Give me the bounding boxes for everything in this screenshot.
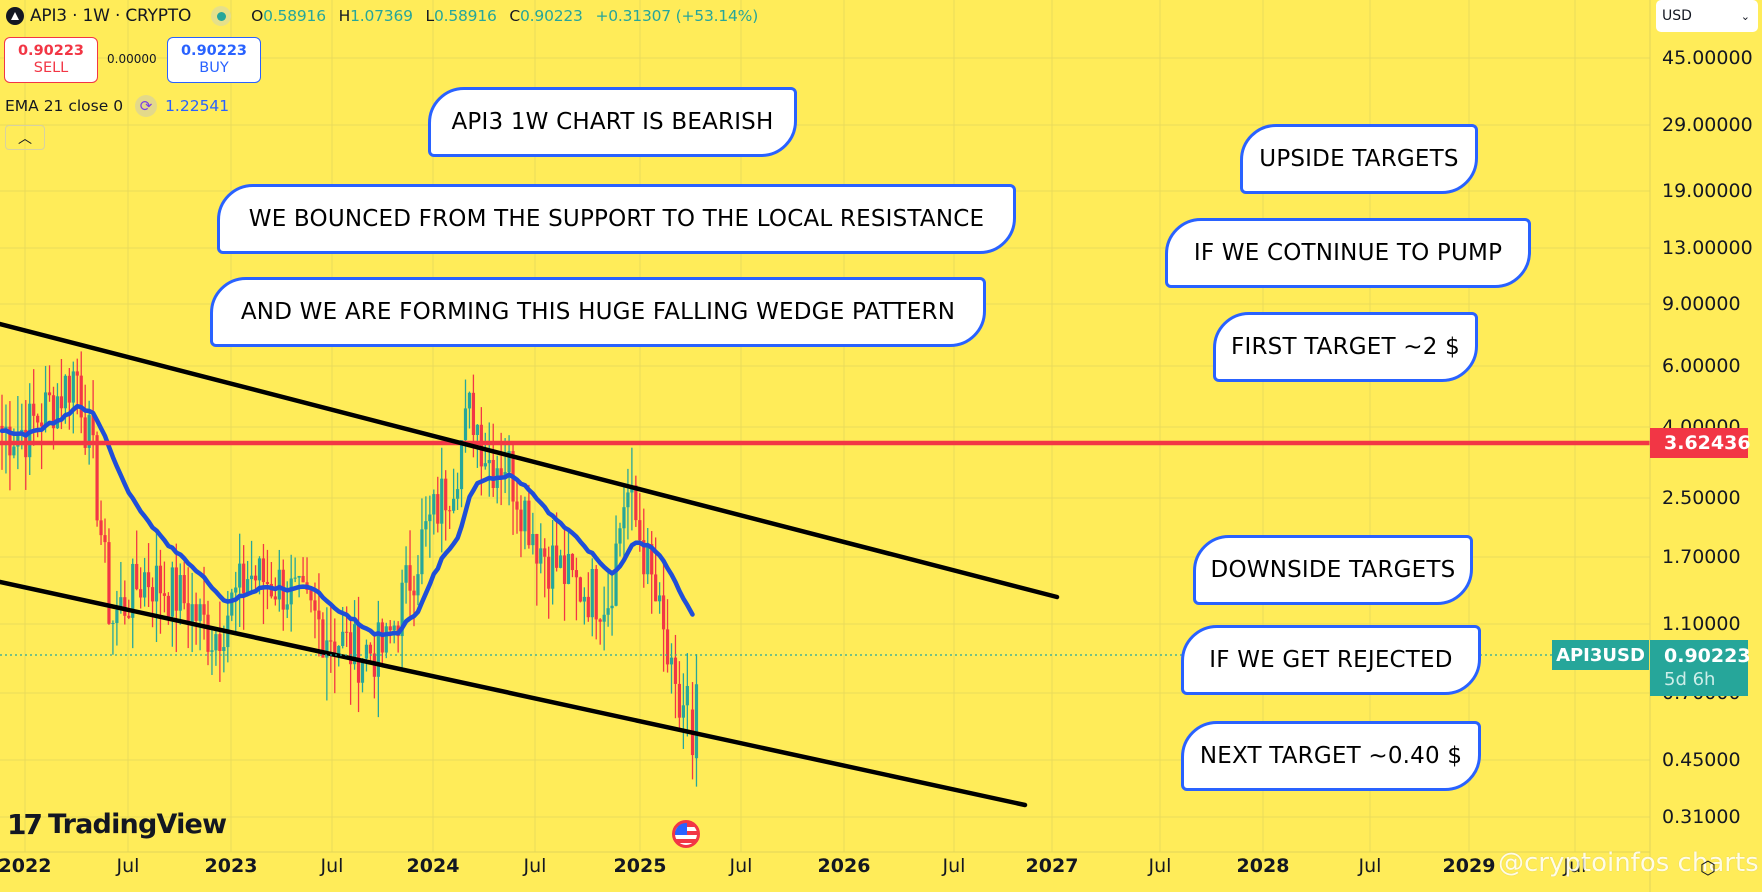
sell-price: 0.90223 [17,43,85,59]
tradingview-mark-icon: 17 [7,808,43,841]
time-tick-label: Jul [523,855,547,877]
callout-box[interactable]: UPSIDE TARGETS [1240,124,1478,194]
price-tick-label: 45.00000 [1662,47,1753,69]
symbol-legend[interactable]: API3 · 1W · CRYPTO O0.58916 H1.07369 L0.… [6,4,766,28]
low-key: L [425,7,435,25]
buy-label: BUY [199,60,229,76]
ema-21-line [0,403,695,638]
close-value: 0.90223 [520,7,583,25]
callout-box[interactable]: API3 1W CHART IS BEARISH [428,87,797,157]
ema-indicator-legend[interactable]: EMA 21 close 0 ⟳ 1.22541 [5,95,229,117]
ohlc-values: O0.58916 H1.07369 L0.58916 C0.90223 +0.3… [251,7,766,25]
time-tick-label: 2027 [1025,855,1079,877]
callout-box[interactable]: WE BOUNCED FROM THE SUPPORT TO THE LOCAL… [217,184,1016,254]
low-value: 0.58916 [433,7,497,25]
price-tick-label: 9.00000 [1662,293,1741,315]
us-flag-event-icon[interactable] [672,820,700,848]
tradingview-wordmark: TradingView [47,809,227,840]
api3-logo-icon [6,7,24,25]
open-key: O [251,7,264,25]
price-tick-label: 19.00000 [1662,180,1753,202]
open-value: 0.58916 [263,7,326,25]
upper-trendline[interactable] [0,321,1060,600]
currency-select[interactable]: USD ⌄ [1656,0,1758,32]
time-tick-label: 2025 [613,855,667,877]
resistance-price-label: 3.62436 [1650,428,1751,458]
resistance-price-value: 3.62436 [1664,432,1751,454]
collapse-legend-button[interactable]: ︿ [5,125,45,150]
buy-price: 0.90223 [180,43,248,59]
market-status-icon[interactable] [211,6,232,26]
current-price-label: 0.90223 5d 6h [1650,640,1751,696]
callout-box[interactable]: AND WE ARE FORMING THIS HUGE FALLING WED… [210,277,986,347]
callout-box[interactable]: IF WE COTNINUE TO PUMP [1165,218,1531,288]
current-price-value: 0.90223 [1664,645,1751,667]
price-tick-label: 0.31000 [1662,806,1741,828]
change-value: +0.31307 (+53.14%) [595,7,759,25]
symbol-title[interactable]: API3 · 1W · CRYPTO [30,6,192,26]
price-tick-label: 6.00000 [1662,355,1741,377]
time-tick-label: Jul [1148,855,1172,877]
time-tick-label: Jul [729,855,753,877]
chevron-up-icon: ︿ [18,130,32,147]
ema-value: 1.22541 [165,97,230,115]
spread-value: 0.00000 [107,52,157,66]
watermark: @cryptoinfos charts [1498,848,1759,878]
buy-button[interactable]: 0.90223 BUY [167,37,261,83]
time-tick-label: Jul [1563,855,1587,877]
callout-box[interactable]: IF WE GET REJECTED [1181,625,1481,695]
price-tick-label: 13.00000 [1662,237,1753,259]
price-tick-label: 1.70000 [1662,546,1741,568]
tradingview-logo[interactable]: 17 TradingView [7,808,227,841]
price-tick-label: 1.10000 [1662,613,1741,635]
time-tick-label: 2029 [1442,855,1496,877]
refresh-icon[interactable]: ⟳ [135,95,158,117]
time-tick-label: 2026 [817,855,871,877]
price-tick-label: 0.45000 [1662,749,1741,771]
time-tick-label: 2028 [1236,855,1290,877]
price-tick-label: 2.50000 [1662,487,1741,509]
bar-countdown: 5d 6h [1664,669,1716,690]
callout-box[interactable]: FIRST TARGET ~2 $ [1213,312,1478,382]
chart-grid [0,0,1650,852]
symbol-price-tag: API3USD [1552,640,1649,670]
time-tick-label: 2022 [0,855,52,877]
ema-label: EMA 21 close 0 [5,97,124,115]
price-tick-label: 29.00000 [1662,114,1753,136]
sell-button[interactable]: 0.90223 SELL [4,37,98,83]
high-key: H [338,7,351,25]
callout-box[interactable]: DOWNSIDE TARGETS [1193,535,1473,605]
close-key: C [509,7,521,25]
callout-box[interactable]: NEXT TARGET ~0.40 $ [1181,721,1481,791]
high-value: 1.07369 [350,7,413,25]
time-tick-label: 2023 [204,855,258,877]
time-tick-label: Jul [116,855,140,877]
lower-trendline[interactable] [0,579,1028,808]
time-tick-label: Jul [320,855,344,877]
time-tick-label: Jul [1358,855,1382,877]
time-tick-label: Jul [942,855,966,877]
candlestick-series [0,351,699,787]
sell-label: SELL [33,60,69,76]
chevron-down-icon: ⌄ [1740,9,1750,23]
currency-value: USD [1662,8,1692,24]
time-tick-label: 2024 [406,855,460,877]
settings-icon[interactable]: ⬡ [1700,858,1716,879]
